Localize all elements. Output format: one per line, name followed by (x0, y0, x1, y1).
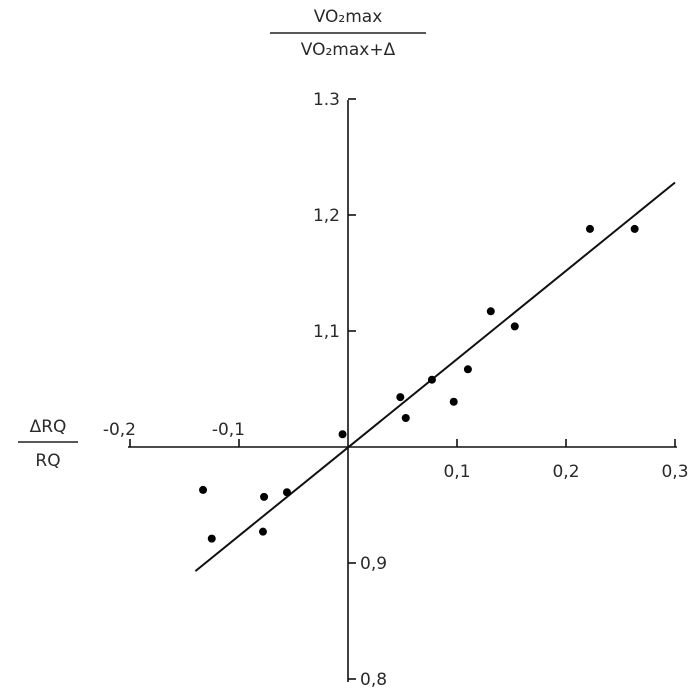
data-point (631, 225, 639, 233)
data-point (511, 322, 519, 330)
x-tick-label: -0,1 (212, 420, 245, 440)
data-point (464, 365, 472, 373)
y-tick-label: 1.3 (313, 90, 340, 110)
y-tick-label: 0,8 (360, 670, 387, 690)
data-point (487, 307, 495, 315)
regression-line (195, 183, 675, 572)
x-tick-label: 0,2 (552, 462, 579, 482)
data-point (402, 414, 410, 422)
y-tick-label: 0,9 (360, 554, 387, 574)
data-point (450, 398, 458, 406)
data-point (208, 535, 216, 543)
data-point (396, 393, 404, 401)
data-point (586, 225, 594, 233)
y-axis-ticks: 0,8 0,9 1,1 1,2 1.3 (313, 90, 387, 690)
x-axis-ticks: -0,2 -0,1 0,1 0,2 0,3 (103, 420, 689, 482)
x-tick-label: 0,1 (443, 462, 470, 482)
data-point (260, 493, 268, 501)
y-tick-label: 1,2 (313, 206, 340, 226)
y-axis-title: VO₂max VO₂max+Δ (270, 7, 426, 60)
y-tick-label: 1,1 (313, 322, 340, 342)
x-axis-title-denominator: RQ (35, 451, 60, 471)
x-axis-title-numerator: ΔRQ (30, 417, 67, 437)
data-point (283, 488, 291, 496)
data-point (259, 528, 267, 536)
x-tick-label: 0,3 (661, 462, 688, 482)
x-axis-title: ΔRQ RQ (18, 417, 78, 471)
y-axis-title-denominator: VO₂max+Δ (301, 40, 396, 60)
data-point (199, 486, 207, 494)
x-tick-label: -0,2 (103, 420, 136, 440)
data-point (428, 376, 436, 384)
data-point (339, 430, 347, 438)
data-points (199, 225, 639, 543)
y-axis-title-numerator: VO₂max (314, 7, 383, 27)
